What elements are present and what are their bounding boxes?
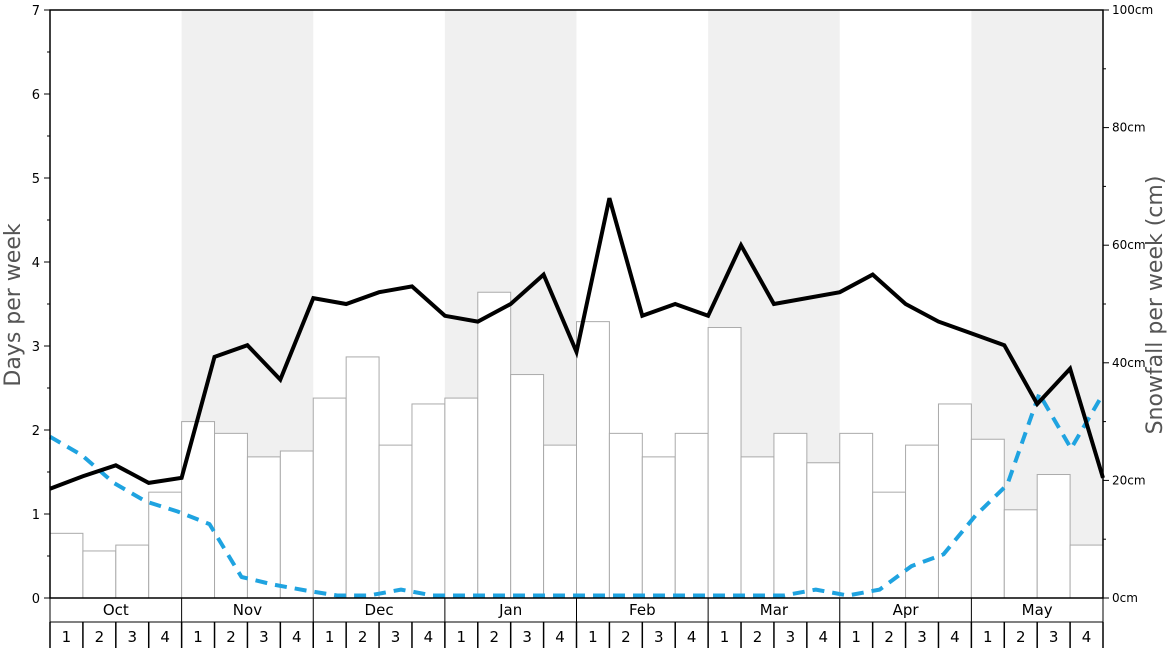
- week-label: 1: [720, 628, 730, 646]
- right-tick-label: 60cm: [1112, 238, 1146, 252]
- left-axis: 0 1 2 3 4 5 6 7: [32, 4, 50, 607]
- left-tick-label: 4: [32, 256, 40, 271]
- snowfall-bar: [806, 462, 841, 599]
- week-label: 2: [489, 628, 499, 646]
- week-label: 3: [259, 628, 269, 646]
- week-label: 4: [292, 628, 302, 646]
- week-label: 2: [884, 628, 894, 646]
- week-label: 2: [226, 628, 236, 646]
- snowfall-bar: [1069, 544, 1104, 599]
- week-label: 1: [588, 628, 598, 646]
- snow-day-lines: [48, 197, 1105, 598]
- snowfall-bar: [378, 444, 413, 599]
- week-label: 4: [160, 628, 170, 646]
- week-label: 3: [522, 628, 532, 646]
- week-label: 1: [457, 628, 467, 646]
- month-label-apr: Apr: [893, 601, 920, 619]
- right-tick-label: 100cm: [1112, 3, 1153, 17]
- snowfall-bar: [608, 432, 643, 599]
- month-label-nov: Nov: [233, 601, 262, 619]
- week-label: 3: [1049, 628, 1059, 646]
- right-axis: 0cm 20cm 40cm 60cm 80cm 100cm: [1103, 3, 1153, 605]
- week-label: 4: [819, 628, 829, 646]
- month-label-dec: Dec: [365, 601, 394, 619]
- right-tick-label: 80cm: [1112, 121, 1146, 135]
- right-axis-title: Snowfall per week (cm): [1143, 176, 1168, 435]
- snowfall-bar: [872, 491, 907, 599]
- solid-series-line: [49, 197, 1105, 491]
- right-tick-label: 40cm: [1112, 356, 1146, 370]
- snowfall-bar: [115, 544, 150, 599]
- snowfall-bar: [279, 450, 314, 599]
- snowfall-bar: [510, 374, 545, 599]
- month-label-feb: Feb: [629, 601, 656, 619]
- right-tick-label: 0cm: [1112, 591, 1138, 605]
- left-tick-label: 6: [32, 88, 40, 103]
- left-tick-label: 2: [32, 424, 40, 439]
- snowfall-bar: [214, 432, 248, 599]
- week-label: 2: [621, 628, 631, 646]
- month-label-oct: Oct: [103, 601, 129, 619]
- week-label: 4: [950, 628, 960, 646]
- week-label: 3: [127, 628, 137, 646]
- right-tick-label: 20cm: [1112, 473, 1146, 487]
- week-label: 3: [917, 628, 927, 646]
- week-label: 4: [1082, 628, 1092, 646]
- snowfall-bar: [49, 532, 84, 599]
- week-label: 1: [851, 628, 861, 646]
- snowfall-bar: [641, 456, 676, 599]
- snowfall-bar: [970, 438, 1005, 599]
- snowfall-bar: [1036, 474, 1071, 599]
- snowfall-bar: [773, 432, 808, 599]
- snowfall-bar: [82, 550, 117, 599]
- snowfall-bar: [411, 403, 446, 599]
- week-label: 2: [95, 628, 105, 646]
- snowfall-bar: [312, 397, 347, 599]
- left-axis-title: Days per week: [1, 223, 26, 386]
- snowfall-bar: [345, 356, 380, 599]
- snowfall-bar: [1003, 509, 1038, 599]
- week-label: 1: [325, 628, 335, 646]
- snowfall-bar: [839, 432, 874, 599]
- snowfall-bar: [181, 421, 216, 599]
- snowfall-bar: [543, 444, 577, 599]
- week-label: 1: [983, 628, 993, 646]
- week-label: 4: [555, 628, 565, 646]
- week-label: 2: [753, 628, 763, 646]
- snowfall-bar: [576, 321, 610, 599]
- left-tick-label: 5: [32, 172, 40, 187]
- snowfall-bar: [477, 291, 512, 599]
- week-label: 3: [391, 628, 401, 646]
- snowfall-bar: [905, 444, 939, 599]
- left-tick-label: 0: [32, 592, 40, 607]
- week-label: 3: [654, 628, 664, 646]
- snowfall-bar: [707, 327, 742, 599]
- month-label-may: May: [1022, 601, 1053, 619]
- week-axis: 1 2 3 4 1 2 3 4 1 2 3 4 1 2 3 4 1 2 3 4 1 2 3 4 1 2 3 4 1 2 3 4: [49, 622, 1104, 648]
- month-label-mar: Mar: [760, 601, 789, 619]
- snowfall-bar: [740, 456, 775, 599]
- month-label-jan: Jan: [498, 601, 522, 619]
- snowfall-bar: [148, 491, 183, 599]
- snowfall-bar: [937, 403, 972, 599]
- snowfall-bar: [444, 397, 479, 599]
- week-label: 2: [1016, 628, 1026, 646]
- week-label: 1: [193, 628, 203, 646]
- snowfall-bar: [246, 456, 281, 599]
- left-tick-label: 1: [32, 508, 40, 523]
- month-axis: Oct Nov Dec Jan Feb Mar Apr May: [49, 598, 1104, 623]
- left-tick-label: 3: [32, 340, 40, 355]
- week-label: 2: [358, 628, 368, 646]
- snowfall-bars: [49, 291, 1104, 599]
- snowfall-bar: [674, 432, 709, 599]
- week-label: 1: [62, 628, 72, 646]
- week-label: 4: [687, 628, 697, 646]
- week-label: 3: [786, 628, 796, 646]
- week-label: 4: [424, 628, 434, 646]
- dashed-series-line: [48, 391, 1105, 598]
- left-tick-label: 7: [32, 4, 40, 19]
